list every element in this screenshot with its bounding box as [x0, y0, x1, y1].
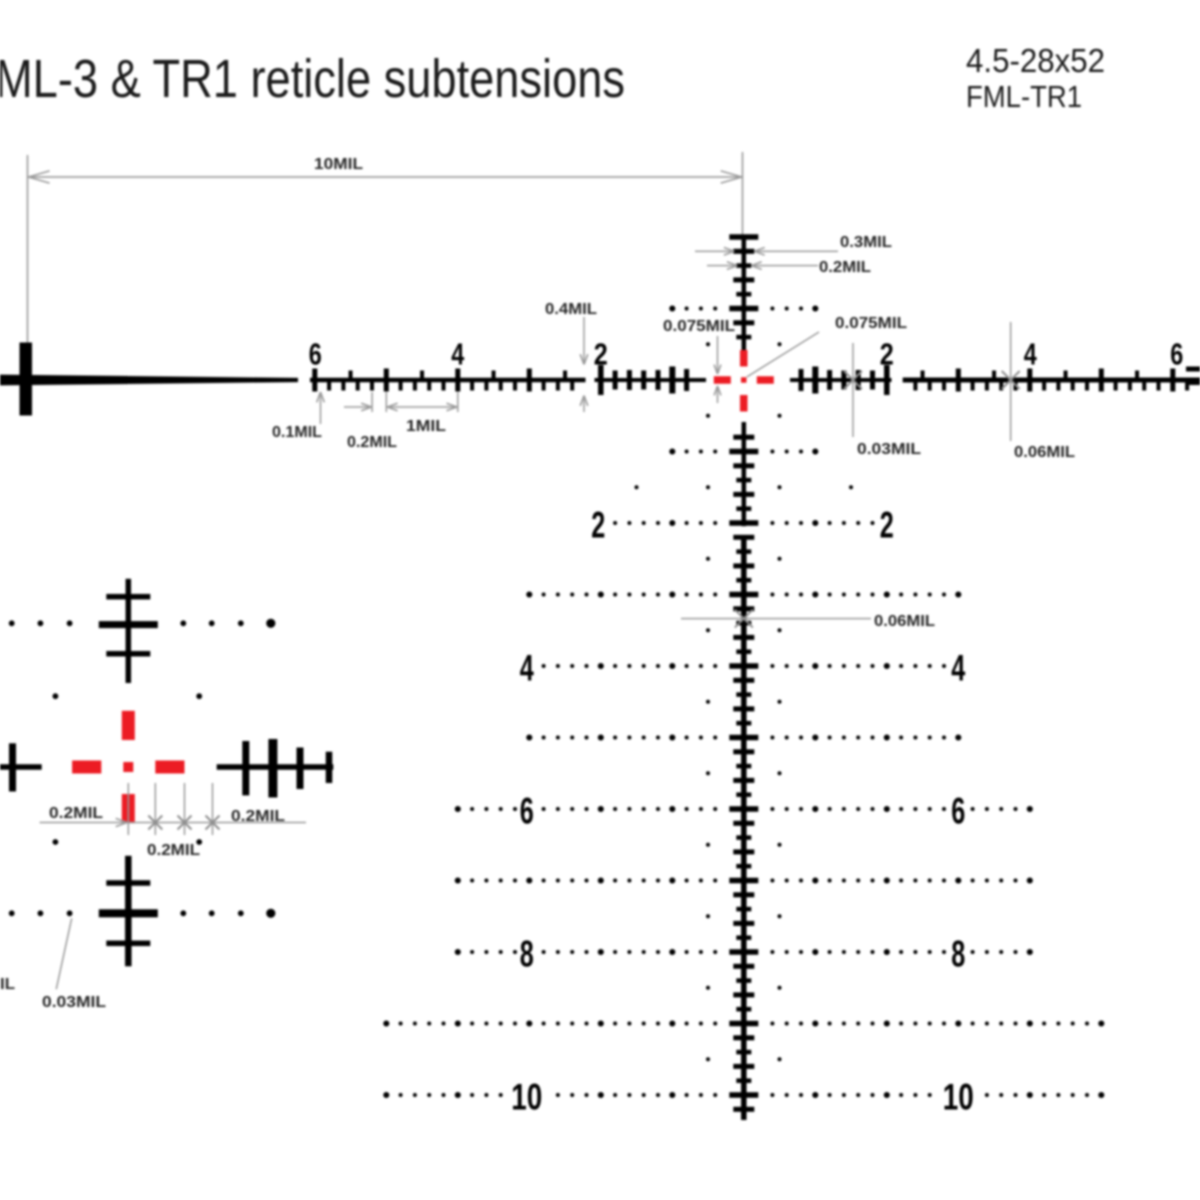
svg-text:4: 4 — [951, 648, 965, 689]
svg-text:ML-3 & TR1 reticle subtensions: ML-3 & TR1 reticle subtensions — [0, 49, 625, 109]
svg-text:2: 2 — [591, 505, 605, 546]
svg-text:0.03MIL: 0.03MIL — [857, 441, 921, 458]
svg-text:FML-TR1: FML-TR1 — [966, 79, 1082, 114]
svg-text:2: 2 — [880, 505, 894, 546]
svg-text:6: 6 — [520, 791, 534, 832]
svg-text:0.075MIL: 0.075MIL — [663, 318, 735, 335]
svg-text:0.2MIL: 0.2MIL — [231, 808, 285, 825]
svg-text:4.5-28x52: 4.5-28x52 — [966, 42, 1105, 79]
svg-text:0.03MIL: 0.03MIL — [42, 994, 106, 1011]
svg-text:1MIL: 1MIL — [406, 418, 446, 435]
svg-text:0.2MIL: 0.2MIL — [147, 842, 200, 859]
svg-text:0.1MIL: 0.1MIL — [272, 424, 322, 441]
svg-text:0.2MIL: 0.2MIL — [347, 434, 397, 451]
svg-text:0.4MIL: 0.4MIL — [545, 301, 597, 318]
svg-text:0.075MIL: 0.075MIL — [835, 315, 907, 332]
svg-text:4: 4 — [520, 648, 534, 689]
svg-text:0.2MIL: 0.2MIL — [49, 805, 103, 822]
svg-text:IL: IL — [0, 976, 15, 993]
svg-text:0.06MIL: 0.06MIL — [874, 613, 935, 630]
svg-text:0.06MIL: 0.06MIL — [1014, 444, 1075, 461]
svg-text:4: 4 — [451, 337, 465, 372]
svg-text:6: 6 — [309, 337, 322, 372]
svg-text:10MIL: 10MIL — [314, 156, 363, 173]
svg-text:0.3MIL: 0.3MIL — [840, 234, 892, 251]
svg-text:2: 2 — [880, 337, 894, 372]
svg-text:6: 6 — [951, 791, 965, 832]
svg-text:0.2MIL: 0.2MIL — [819, 259, 871, 276]
svg-text:6: 6 — [1170, 337, 1183, 372]
svg-text:8: 8 — [951, 934, 965, 975]
svg-text:2: 2 — [594, 337, 608, 372]
svg-text:10: 10 — [943, 1077, 974, 1118]
svg-text:4: 4 — [1024, 337, 1038, 372]
svg-text:10: 10 — [511, 1077, 542, 1118]
svg-text:8: 8 — [520, 934, 534, 975]
